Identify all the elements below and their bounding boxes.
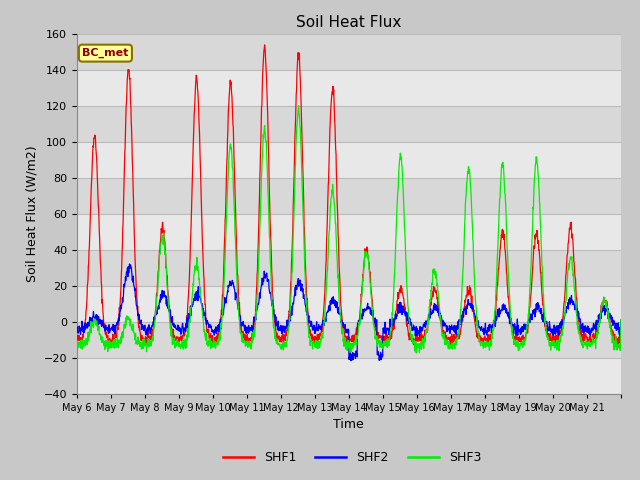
Bar (77, 286, 621, 322)
X-axis label: Time: Time (333, 418, 364, 431)
Bar (77, 358, 621, 394)
Y-axis label: Soil Heat Flux (W/m2): Soil Heat Flux (W/m2) (25, 145, 38, 282)
Legend: SHF1, SHF2, SHF3: SHF1, SHF2, SHF3 (218, 446, 486, 469)
Bar (77, 178, 621, 214)
Bar (77, 322, 621, 358)
Bar (77, 70, 621, 106)
Bar (77, 106, 621, 142)
Text: BC_met: BC_met (82, 48, 129, 58)
Bar (77, 250, 621, 286)
Bar (77, 142, 621, 178)
Bar (77, 214, 621, 250)
Title: Soil Heat Flux: Soil Heat Flux (296, 15, 401, 30)
Bar (77, 34, 621, 70)
